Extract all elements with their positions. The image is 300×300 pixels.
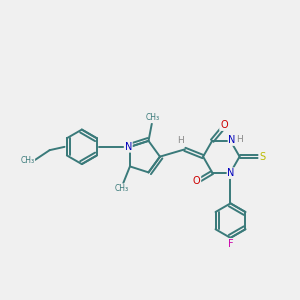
Text: N: N <box>227 168 235 178</box>
Text: O: O <box>193 176 200 186</box>
Text: H: H <box>178 136 184 145</box>
Text: H: H <box>236 135 243 144</box>
Text: F: F <box>228 239 233 249</box>
Text: N: N <box>228 135 236 145</box>
Text: CH₃: CH₃ <box>115 184 129 193</box>
Text: CH₃: CH₃ <box>146 113 160 122</box>
Text: CH₃: CH₃ <box>20 156 34 165</box>
Text: S: S <box>259 152 265 162</box>
Text: O: O <box>220 120 228 130</box>
Text: N: N <box>124 142 132 152</box>
